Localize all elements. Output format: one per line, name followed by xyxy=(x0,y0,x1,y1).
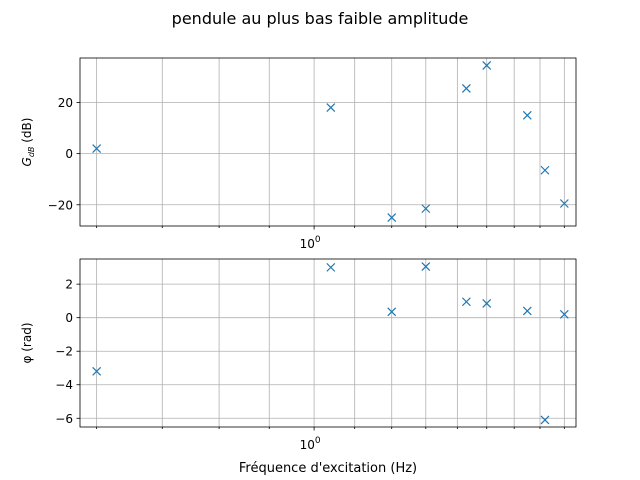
gain-axes-frame xyxy=(79,57,577,227)
gain-y-tick-label: −20 xyxy=(48,198,73,212)
phase-data-point xyxy=(522,306,532,316)
figure-title: pendule au plus bas faible amplitude xyxy=(172,9,469,28)
phase-data-point xyxy=(92,366,102,376)
phase-data-point xyxy=(559,309,569,319)
gain-y-axis-label: GdB (dB) xyxy=(20,118,36,167)
phase-data-point xyxy=(461,297,471,307)
phase-y-tick-label: −6 xyxy=(55,412,73,426)
phase-y-tick-label: −2 xyxy=(55,345,73,359)
gain-data-point xyxy=(540,165,550,175)
gain-x-tick-label: 100 xyxy=(300,235,321,251)
phase-subplot: 100 −6 −4 −2 0 2 φ (rad) xyxy=(20,258,577,452)
phase-x-tick-label: 100 xyxy=(300,436,321,452)
phase-data-point xyxy=(326,262,336,272)
phase-y-tick-label: 2 xyxy=(65,278,73,292)
gain-data-point xyxy=(92,144,102,153)
gain-data-point xyxy=(326,103,336,113)
gain-data-point xyxy=(421,204,431,214)
gain-y-tick-label: 0 xyxy=(65,147,73,161)
phase-data-point xyxy=(421,262,431,271)
phase-data-point xyxy=(387,307,397,317)
gain-data-point xyxy=(482,60,492,70)
x-axis-label: Fréquence d'excitation (Hz) xyxy=(239,461,417,476)
gain-data-point xyxy=(559,199,569,208)
gain-data-point xyxy=(387,213,397,222)
phase-y-tick-label: −4 xyxy=(55,378,73,392)
phase-data-point xyxy=(482,299,492,308)
gain-data-point xyxy=(461,84,471,93)
gain-subplot: 100 −20 0 20 GdB (dB) xyxy=(20,57,577,251)
phase-axes-frame xyxy=(79,258,577,428)
gain-data-point xyxy=(522,110,532,120)
phase-y-axis-label: φ (rad) xyxy=(20,323,34,364)
phase-data-point xyxy=(540,415,550,425)
phase-y-tick-label: 0 xyxy=(65,311,73,325)
gain-y-tick-label: 20 xyxy=(58,96,73,110)
